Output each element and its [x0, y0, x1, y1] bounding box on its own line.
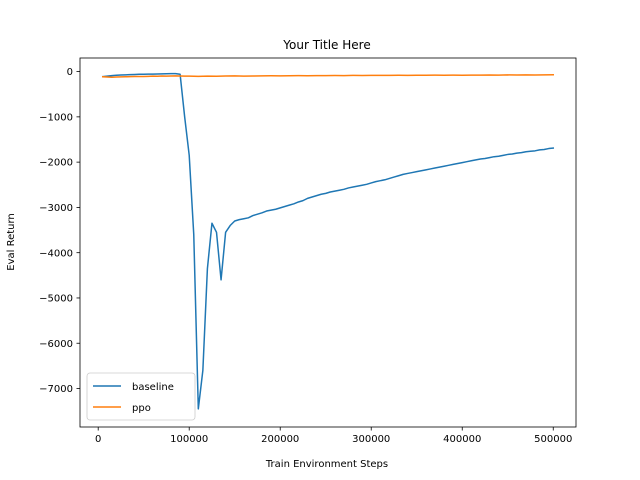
x-tick-label: 400000 [443, 434, 481, 445]
chart-title: Your Title Here [282, 38, 370, 52]
y-tick-label: −4000 [39, 248, 73, 259]
legend: baseline ppo [86, 372, 196, 421]
y-axis-label: Eval Return [6, 213, 17, 271]
plot-lines [101, 72, 555, 410]
x-tick-label: 300000 [352, 434, 390, 445]
x-axis-label: Train Environment Steps [265, 459, 388, 470]
series-line-ppo [101, 73, 555, 78]
x-tick-label: 0 [95, 434, 101, 445]
y-tick-label: −1000 [39, 112, 73, 123]
y-tick-label: −2000 [39, 158, 73, 169]
y-tick-label: 0 [67, 67, 73, 78]
axes-frame [79, 57, 577, 428]
legend-box [86, 372, 196, 421]
x-axis: 0 100000 200000 300000 400000 500000 [95, 427, 572, 445]
x-tick-label: 100000 [170, 434, 208, 445]
y-tick-label: −3000 [39, 203, 73, 214]
y-tick-label: −6000 [39, 339, 73, 350]
y-tick-label: −7000 [39, 384, 73, 395]
legend-label-ppo: ppo [132, 403, 151, 414]
legend-label-baseline: baseline [132, 382, 174, 393]
series-line-baseline [101, 72, 555, 410]
x-tick-label: 200000 [261, 434, 299, 445]
y-tick-label: −5000 [39, 294, 73, 305]
x-tick-label: 500000 [534, 434, 572, 445]
y-axis: 0 −1000 −2000 −3000 −4000 −5000 −6000 −7000 [39, 67, 80, 395]
